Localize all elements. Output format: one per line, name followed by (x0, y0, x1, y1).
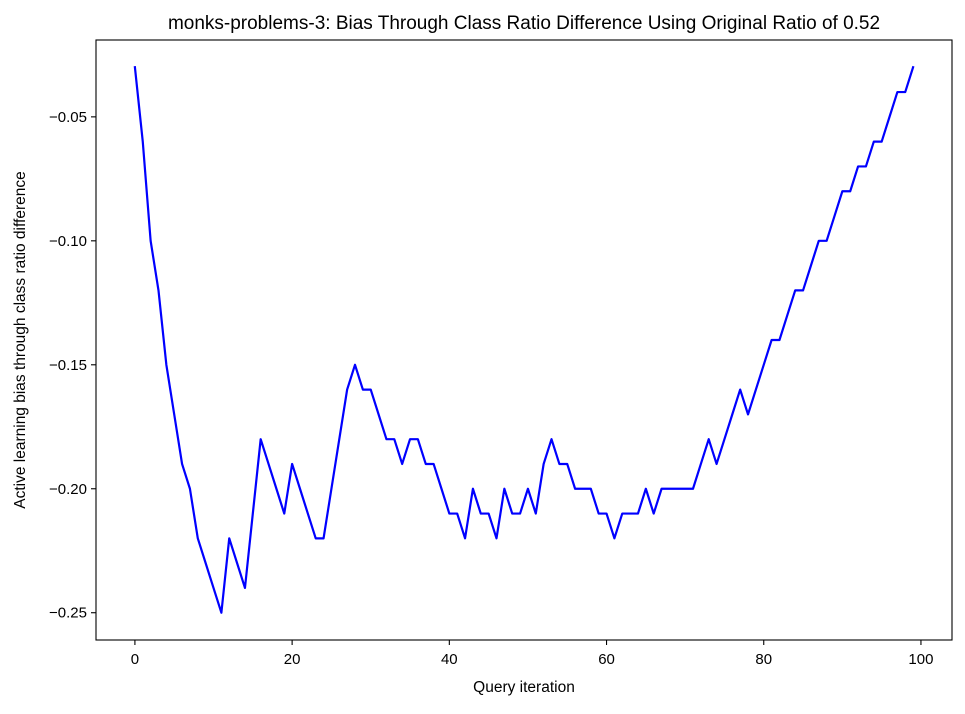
y-tick-label: −0.15 (49, 357, 87, 374)
y-tick-label: −0.25 (49, 605, 87, 622)
chart-title: monks-problems-3: Bias Through Class Rat… (168, 13, 880, 34)
y-tick-label: −0.20 (49, 481, 87, 498)
y-tick-label: −0.10 (49, 233, 87, 250)
series-line-0 (133, 65, 915, 614)
x-tick-label: 20 (284, 651, 301, 668)
x-tick-label: 0 (131, 651, 139, 668)
y-axis-label: Active learning bias through class ratio… (12, 171, 29, 508)
x-tick-label: 80 (755, 651, 772, 668)
x-axis-ticks: 0 20 40 60 80 100 (131, 640, 933, 668)
x-tick-label: 100 (908, 651, 933, 668)
y-tick-label: −0.05 (49, 109, 87, 126)
x-tick-label: 40 (441, 651, 458, 668)
axes-frame (95, 39, 953, 641)
plot-area (133, 65, 915, 614)
x-tick-label: 60 (598, 651, 615, 668)
x-axis-label: Query iteration (473, 679, 575, 696)
y-axis-ticks: −0.05 −0.10 −0.15 −0.20 −0.25 (49, 109, 96, 622)
